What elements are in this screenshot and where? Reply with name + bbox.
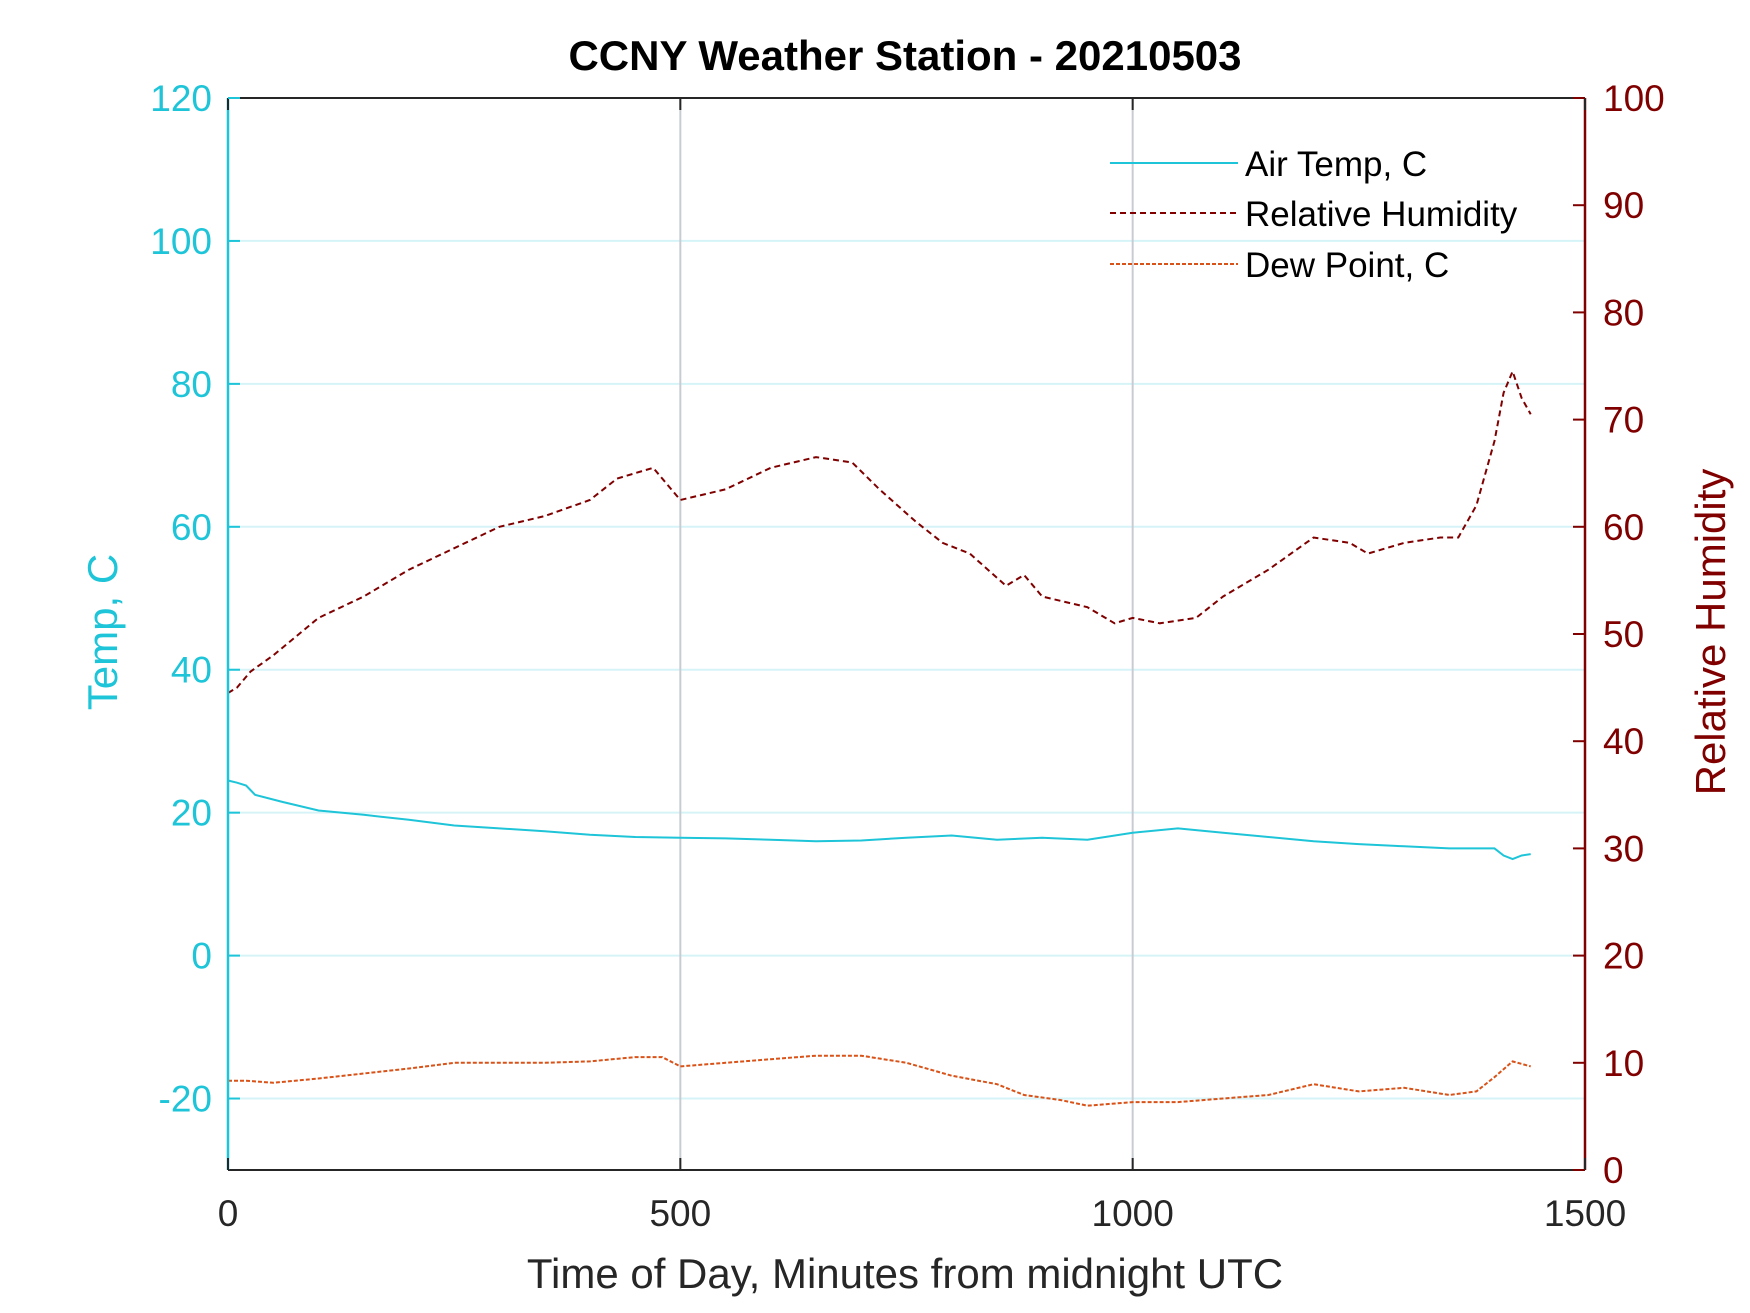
- right-tick-label: 70: [1603, 400, 1644, 441]
- grid: [228, 98, 1585, 1170]
- left-tick-label: -20: [159, 1079, 212, 1120]
- x-tick-label: 1500: [1544, 1193, 1626, 1234]
- tick-labels: 0 500 1000 1500 -20 0 20 40 60 80 100 120 0 10 20 30 40 5…: [150, 78, 1664, 1234]
- legend-label-dew-point: Dew Point, C: [1245, 246, 1449, 285]
- x-tick-label: 500: [649, 1193, 711, 1234]
- right-tick-label: 20: [1603, 936, 1644, 977]
- right-tick-label: 80: [1603, 292, 1644, 333]
- right-tick-label: 90: [1603, 185, 1644, 226]
- right-tick-label: 30: [1603, 828, 1644, 869]
- x-tick-label: 0: [218, 1193, 239, 1234]
- right-tick-label: 100: [1603, 78, 1665, 119]
- legend-label-air-temp: Air Temp, C: [1245, 145, 1427, 184]
- right-tick-label: 60: [1603, 507, 1644, 548]
- legend-label-relative-humidity: Relative Humidity: [1245, 195, 1518, 234]
- axes: [226, 97, 1587, 1171]
- x-axis-label: Time of Day, Minutes from midnight UTC: [527, 1250, 1283, 1297]
- chart-title: CCNY Weather Station - 20210503: [568, 32, 1241, 79]
- right-tick-label: 40: [1603, 721, 1644, 762]
- air-temp-line: [227, 779, 1531, 861]
- left-tick-label: 100: [150, 221, 212, 262]
- dew-point-line: [228, 1054, 1531, 1107]
- legend: Air Temp, C Relative Humidity Dew Point,…: [1110, 145, 1518, 285]
- right-tick-label: 0: [1603, 1150, 1624, 1191]
- left-axis-label: Temp, C: [79, 554, 126, 710]
- left-tick-label: 20: [171, 793, 212, 834]
- series-group: [227, 368, 1532, 1107]
- left-tick-label: 120: [150, 78, 212, 119]
- x-tick-label: 1000: [1092, 1193, 1174, 1234]
- right-tick-label: 50: [1603, 614, 1644, 655]
- left-tick-label: 0: [191, 936, 212, 977]
- right-axis-label: Relative Humidity: [1687, 469, 1734, 796]
- left-tick-label: 60: [171, 507, 212, 548]
- right-tick-label: 10: [1603, 1043, 1644, 1084]
- relative-humidity-line: [227, 368, 1532, 694]
- left-tick-label: 40: [171, 650, 212, 691]
- left-tick-label: 80: [171, 364, 212, 405]
